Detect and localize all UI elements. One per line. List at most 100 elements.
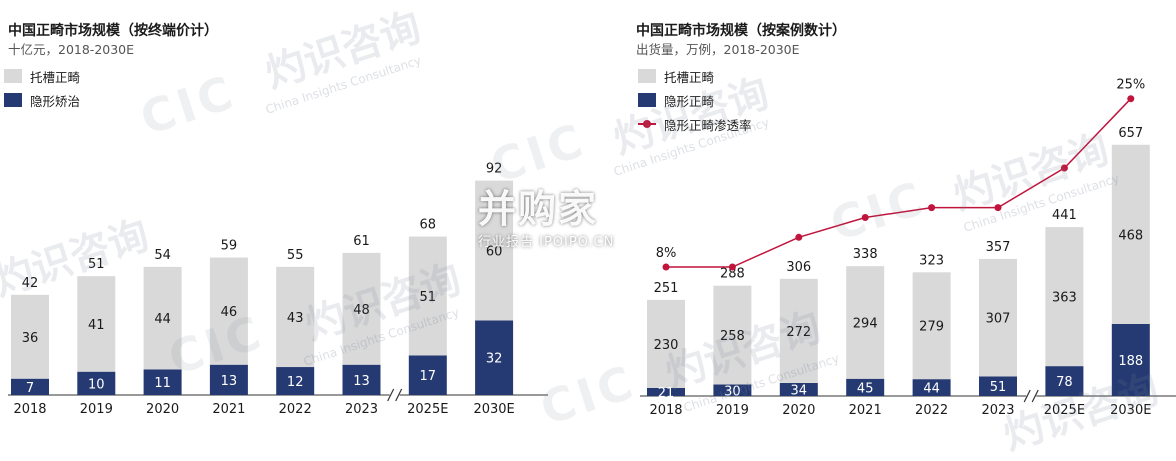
line-point-penetration xyxy=(994,204,1002,212)
data-label-total: 251 xyxy=(654,281,679,296)
chart-subtitle: 十亿元，2018-2030E xyxy=(8,42,135,57)
tick-label-x: 2019 xyxy=(716,403,749,418)
data-label-aligner: 17 xyxy=(420,369,437,384)
axis-break-mark xyxy=(1023,389,1031,403)
tick-label-x: 2018 xyxy=(13,402,46,417)
data-label-aligner: 13 xyxy=(353,374,370,389)
line-point-penetration xyxy=(795,233,803,241)
data-label-bracket: 307 xyxy=(986,312,1011,327)
data-label-total: 357 xyxy=(986,240,1011,255)
data-label-aligner: 30 xyxy=(724,384,741,399)
data-label-aligner: 13 xyxy=(221,374,238,389)
bar-bracket xyxy=(846,266,885,379)
line-point-penetration xyxy=(1060,164,1068,172)
data-label-aligner: 7 xyxy=(26,381,34,396)
tick-label-x: 2025E xyxy=(407,402,448,417)
bar-bracket xyxy=(713,285,752,385)
data-label-total: 51 xyxy=(88,257,105,272)
bar-aligner xyxy=(408,355,447,395)
bar-bracket xyxy=(143,266,182,370)
data-label-aligner: 12 xyxy=(287,375,304,390)
bar-bracket xyxy=(647,299,685,388)
legend-label-bracket: 托槽正畸 xyxy=(664,69,715,85)
legend-swatch-penetration xyxy=(638,117,656,131)
data-label-bracket: 468 xyxy=(1118,228,1143,243)
data-label-penetration: 8% xyxy=(656,246,677,261)
legend: 托槽正畸 隐形正畸 隐形正畸渗透率 xyxy=(638,66,752,138)
legend-label-penetration: 隐形正畸渗透率 xyxy=(664,117,752,133)
data-label-bracket: 272 xyxy=(786,325,811,340)
data-label-total: 323 xyxy=(919,253,944,268)
tick-label-x: 2023 xyxy=(981,403,1014,418)
data-label-bracket: 46 xyxy=(221,305,238,320)
bar-aligner xyxy=(342,364,381,395)
axis-break-gap xyxy=(389,388,400,402)
bar-aligner xyxy=(1045,366,1084,396)
data-label-total: 441 xyxy=(1052,208,1077,223)
data-label-bracket: 294 xyxy=(853,316,878,331)
data-label-aligner: 44 xyxy=(923,382,940,397)
chart-title: 中国正畸市场规模（按终端价计） xyxy=(8,23,218,39)
legend: 托槽正畸 隐形矫治 xyxy=(4,66,80,114)
bar-bracket xyxy=(779,278,818,383)
data-label-bracket: 51 xyxy=(420,290,437,305)
tick-label-x: 2022 xyxy=(279,402,312,417)
line-point-penetration xyxy=(728,263,736,271)
bar-aligner xyxy=(846,378,885,396)
legend-item-penetration: 隐形正畸渗透率 xyxy=(638,114,752,134)
data-label-bracket: 36 xyxy=(22,331,39,346)
bar-bracket xyxy=(1111,144,1150,324)
chart-left-plot: 7 36 42 2018 10 41 51 2019 11 44 54 2020 13 46 59 2021 1… xyxy=(8,162,548,417)
tick-label-x: 2020 xyxy=(146,402,179,417)
tick-label-x: 2030E xyxy=(473,402,514,417)
bar-aligner xyxy=(1111,323,1150,396)
data-label-total: 59 xyxy=(221,239,238,254)
bar-aligner xyxy=(979,376,1017,396)
tick-label-x: 2023 xyxy=(345,402,378,417)
bar-aligner xyxy=(11,378,49,395)
data-label-aligner: 45 xyxy=(857,381,874,396)
legend-label-bracket: 托槽正畸 xyxy=(30,69,81,85)
data-label-aligner: 32 xyxy=(486,352,503,367)
data-label-aligner: 78 xyxy=(1056,375,1073,390)
axis-break-mark xyxy=(1031,389,1039,403)
tick-label-x: 2020 xyxy=(782,403,815,418)
legend-item-aligner: 隐形正畸 xyxy=(638,90,752,110)
legend-swatch-bracket xyxy=(4,69,22,83)
tick-label-x: 2018 xyxy=(649,403,682,418)
line-point-penetration xyxy=(928,204,936,212)
data-label-total: 68 xyxy=(420,218,437,233)
bar-bracket xyxy=(979,258,1017,377)
data-label-total: 42 xyxy=(22,276,39,291)
data-label-total: 306 xyxy=(786,260,811,275)
data-label-aligner: 51 xyxy=(990,380,1007,395)
data-label-aligner: 188 xyxy=(1118,354,1143,369)
data-label-total: 338 xyxy=(853,247,878,262)
legend-swatch-bracket xyxy=(638,69,656,83)
bar-aligner xyxy=(912,379,951,396)
bar-aligner xyxy=(276,367,315,395)
bar-aligner xyxy=(77,371,116,395)
data-label-total: 657 xyxy=(1118,126,1143,141)
tick-label-x: 2021 xyxy=(212,402,245,417)
data-label-total: 61 xyxy=(353,234,370,249)
bar-bracket xyxy=(342,252,381,365)
tick-label-x: 2025E xyxy=(1044,403,1085,418)
line-point-penetration xyxy=(861,214,869,221)
bar-bracket xyxy=(276,266,315,368)
bar-aligner xyxy=(143,369,182,395)
data-label-aligner: 11 xyxy=(154,376,171,391)
data-label-aligner: 34 xyxy=(791,383,808,398)
bar-aligner xyxy=(779,382,818,396)
axis-break-mark xyxy=(387,388,395,402)
data-label-bracket: 43 xyxy=(287,311,304,326)
data-label-total: 55 xyxy=(287,248,304,263)
axis-break-mark xyxy=(395,388,403,402)
chart-right-plot: 21 230 251 2018 30 258 288 2019 34 272 306 2020 45 29… xyxy=(640,78,1176,418)
bar-bracket xyxy=(11,294,49,379)
bar-bracket xyxy=(209,257,248,365)
tick-label-x: 2019 xyxy=(80,402,113,417)
chart-title: 中国正畸市场规模（按案例数计） xyxy=(636,23,846,39)
tick-label-x: 2022 xyxy=(915,403,948,418)
data-label-bracket: 48 xyxy=(353,303,370,318)
